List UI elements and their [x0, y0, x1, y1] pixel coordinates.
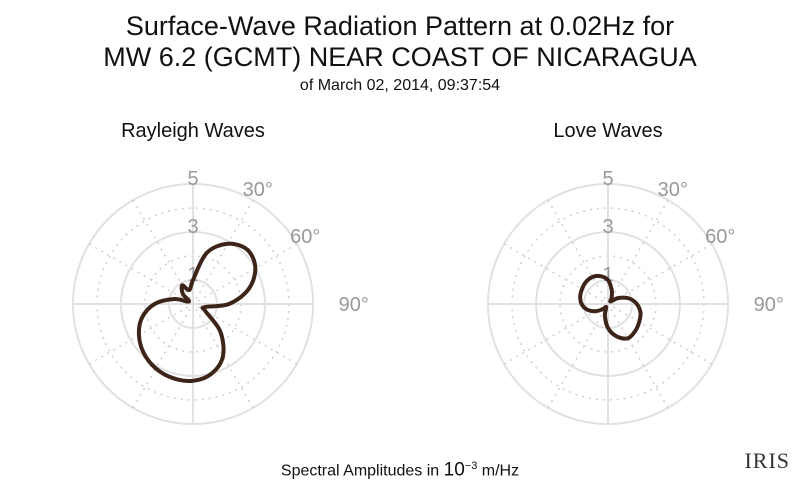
units-exponent: −3 [464, 460, 478, 472]
chart-title: Surface-Wave Radiation Pattern at 0.02Hz… [125, 11, 675, 41]
angle-tick-label: 60° [705, 226, 735, 248]
radial-tick-label: 5 [602, 168, 613, 190]
units-base: 10 [443, 459, 465, 481]
chart-title-event: MW 6.2 (GCMT) NEAR COAST OF NICARAGUA [103, 42, 697, 72]
angle-tick-label: 90° [339, 294, 369, 316]
radial-tick-label: 3 [602, 216, 613, 238]
amplitude-units-caption: Spectral Amplitudes in 10−3 m/Hz [0, 454, 800, 483]
rayleigh-polar-plot: 135 30°60°90° [72, 168, 369, 425]
radial-tick-label: 1 [602, 264, 613, 286]
radiation-pattern-curve [578, 273, 643, 341]
love-polar-plot: 1 3 5 30° 60° 90° [487, 168, 784, 425]
radial-tick-label: 3 [187, 216, 198, 238]
units-suffix: m/Hz [477, 462, 520, 480]
angle-tick-label: 60° [290, 226, 320, 248]
rayleigh-panel-title: Rayleigh Waves [121, 120, 265, 142]
radiation-pattern-curve [136, 241, 258, 384]
love-panel-title: Love Waves [553, 120, 663, 142]
chart-subtitle-date: of March 02, 2014, 09:37:54 [299, 77, 501, 94]
iris-logo: IRIS [744, 448, 790, 473]
angle-tick-label: 90° [754, 294, 784, 316]
polar-spoke-150 [132, 199, 254, 409]
radial-tick-label: 5 [187, 168, 198, 190]
units-prefix: Spectral Amplitudes in [280, 462, 444, 480]
polar-spoke-150 [547, 199, 669, 409]
angle-tick-label: 30° [658, 179, 688, 201]
angle-tick-label: 30° [243, 179, 273, 201]
